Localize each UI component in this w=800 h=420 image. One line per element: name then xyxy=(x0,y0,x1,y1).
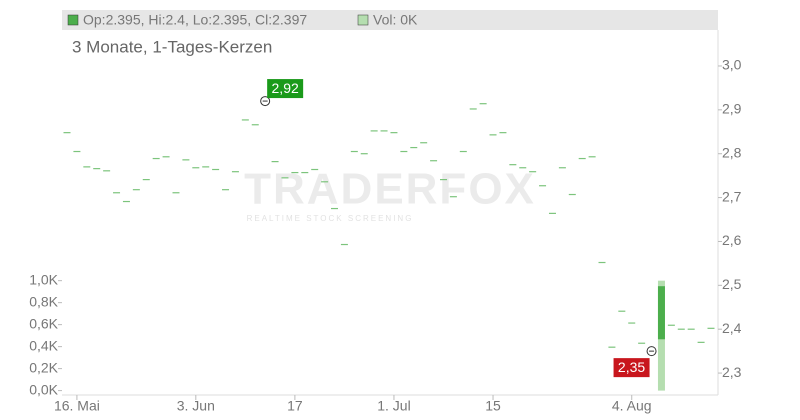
y-tick-label: 2,9 xyxy=(722,101,742,117)
y-tick-label: 2,6 xyxy=(722,232,742,248)
price-icon xyxy=(67,14,79,26)
y2-tick-label: 0,4K xyxy=(29,337,58,353)
watermark: TRADERFOX xyxy=(244,165,536,214)
watermark-sub: REALTIME STOCK SCREENING xyxy=(247,214,414,223)
candle xyxy=(657,286,665,340)
y2-tick-label: 1,0K xyxy=(29,271,58,287)
y-tick-label: 2,3 xyxy=(722,364,742,380)
marker-box xyxy=(613,358,650,378)
volume-info: Vol: 0K xyxy=(373,12,418,28)
marker-box xyxy=(267,79,304,99)
x-tick-label: 16. Mai xyxy=(54,398,100,414)
y2-tick-label: 0,6K xyxy=(29,315,58,331)
y2-tick-label: 0,8K xyxy=(29,293,58,309)
y2-tick-label: 0,0K xyxy=(29,381,58,397)
info-bar xyxy=(62,10,718,30)
info-text: Op:2.395, Hi:2.4, Lo:2.395, Cl:2.397 xyxy=(83,12,307,28)
marker-label: 2,92 xyxy=(272,80,299,96)
y-tick-label: 2,8 xyxy=(722,144,742,160)
subtitle: 3 Monate, 1-Tages-Kerzen xyxy=(72,37,272,56)
x-tick-label: 3. Jun xyxy=(177,398,215,414)
y-tick-label: 2,5 xyxy=(722,276,742,292)
y-tick-label: 2,7 xyxy=(722,188,742,204)
y-tick-label: 2,4 xyxy=(722,320,742,336)
x-tick-label: 15 xyxy=(485,398,501,414)
x-tick-label: 17 xyxy=(287,398,303,414)
volume-icon xyxy=(357,14,369,26)
y2-tick-label: 0,2K xyxy=(29,359,58,375)
x-tick-label: 4. Aug xyxy=(612,398,652,414)
marker-label: 2,35 xyxy=(618,359,645,375)
x-tick-label: 1. Jul xyxy=(377,398,410,414)
y-tick-label: 3,0 xyxy=(722,57,742,73)
